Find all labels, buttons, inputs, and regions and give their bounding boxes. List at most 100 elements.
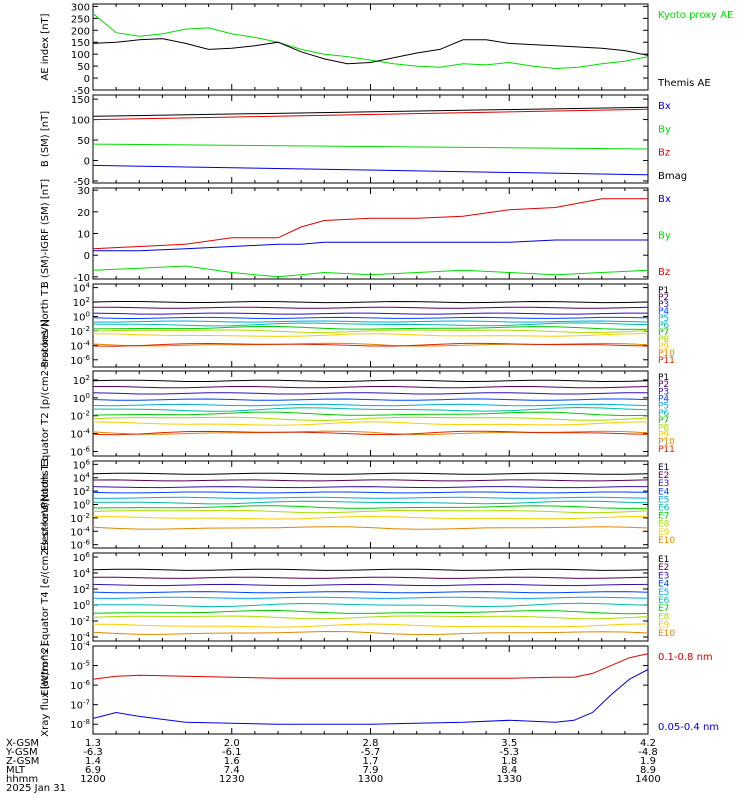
legend-entry: 0.1-0.8 nm <box>658 652 713 663</box>
series-line-E10 <box>92 526 649 530</box>
series-line-P3 <box>92 392 649 395</box>
series-line-P4 <box>92 316 649 320</box>
legend-entry: P2 <box>658 380 669 390</box>
footer-row-label: 2025 Jan 31 <box>6 783 66 794</box>
y-tick-label: -10 <box>74 273 90 284</box>
y-tick-label: 102 <box>73 583 90 596</box>
series-line-P4 <box>92 398 649 401</box>
footer-value-x_gsm: 3.5 <box>501 738 517 749</box>
legend-entry: P3 <box>658 387 669 397</box>
legend-entry: E8 <box>658 612 670 622</box>
y-tick-label: 10-6 <box>70 446 90 459</box>
series-line-E7 <box>92 505 649 509</box>
footer-value-x_gsm: 1.3 <box>85 738 101 749</box>
legend-entry: E1 <box>658 463 669 473</box>
legend-entry: E1 <box>658 555 669 565</box>
series-line-Bx <box>93 239 648 252</box>
legend-entry: E10 <box>658 629 675 639</box>
legend-entry: E10 <box>658 536 675 546</box>
series-line-P6 <box>93 406 649 412</box>
legend-entry: E6 <box>658 504 670 514</box>
footer-row-label: Z-GSM <box>6 756 39 767</box>
footer-value-mlt: 6.9 <box>85 765 101 776</box>
series-line-E8 <box>92 509 649 514</box>
legend-entry: Themis AE <box>657 78 711 89</box>
y-tick-label: 106 <box>73 458 91 471</box>
series-line-P9 <box>92 333 649 337</box>
y-tick-label: 10-2 <box>70 615 90 628</box>
y-tick-label: 100 <box>73 392 90 405</box>
panel-xray: 10-4 10-5 10-6 10-7 10-8 Xray flux [W/m^2] 0.1… <box>40 640 719 737</box>
legend-entry: E8 <box>658 520 670 530</box>
series-line-Bx <box>92 164 649 176</box>
y-axis-label: Electrons Equator T4 [e/(cm2-s-sr-keV)] <box>40 498 51 695</box>
footer-value-mlt: 7.9 <box>363 765 379 776</box>
footer-value-y_gsm: -6.3 <box>83 747 103 758</box>
y-tick-label: 10-4 <box>70 525 90 538</box>
series-line-E9 <box>92 515 649 520</box>
series-line-P7 <box>92 326 649 330</box>
y-tick-label: 10-5 <box>70 660 90 673</box>
footer-value-mlt: 8.9 <box>640 765 656 776</box>
series-line-E4 <box>92 591 649 594</box>
legend-entry: P7 <box>658 328 669 338</box>
y-tick-label: -50 <box>74 86 90 97</box>
y-tick-label: 10-6 <box>70 354 90 367</box>
legend-entry: P10 <box>658 438 675 448</box>
legend-entry: 0.05-0.4 nm <box>658 722 719 733</box>
footer-value-y_gsm: -5.3 <box>499 747 519 758</box>
footer-value-hhmm: 1300 <box>358 774 383 785</box>
legend-entry: P11 <box>658 445 675 455</box>
footer-value-z_gsm: 1.6 <box>224 756 240 767</box>
series-line-0.1-0.8-nm <box>92 653 649 680</box>
y-tick-label: -50 <box>74 177 90 188</box>
legend-entry: E7 <box>658 512 669 522</box>
series-line-E2 <box>92 479 649 482</box>
footer-value-z_gsm: 1.7 <box>363 756 379 767</box>
legend-entry: E3 <box>658 479 669 489</box>
series-line-E4 <box>92 491 649 494</box>
series-line-E5 <box>92 596 649 599</box>
legend-entry: P10 <box>658 349 675 359</box>
legend-entry: By <box>658 124 671 135</box>
y-tick-label: 10-4 <box>70 428 90 441</box>
footer-row-label: hhmm <box>6 774 38 785</box>
series-line-Bz <box>92 108 649 121</box>
y-tick-label: 102 <box>73 485 90 498</box>
legend-entry: E9 <box>658 621 670 631</box>
legend-entry: E5 <box>658 588 669 598</box>
y-tick-label: 20 <box>77 208 90 219</box>
series-line-By <box>92 265 649 278</box>
footer-value-z_gsm: 1.4 <box>85 756 101 767</box>
y-tick-label: 10-8 <box>70 718 90 731</box>
panel-frame <box>92 187 649 280</box>
series-line-P2 <box>93 386 649 389</box>
series-line-E8 <box>92 615 649 620</box>
y-tick-label: 200 <box>71 26 90 37</box>
series-line-P8 <box>92 416 649 422</box>
series-line-E10 <box>92 630 649 636</box>
footer-value-mlt: 8.4 <box>501 765 517 776</box>
y-tick-label: 0 <box>84 74 90 85</box>
y-tick-label: 10-6 <box>70 539 90 552</box>
legend-entry: P3 <box>658 300 669 310</box>
legend-entry: E7 <box>658 604 669 614</box>
y-tick-label: 10-4 <box>70 640 90 653</box>
series-line-P1 <box>92 379 649 383</box>
series-line-P7 <box>92 411 649 417</box>
y-tick-label: 106 <box>73 551 91 564</box>
y-tick-label: 102 <box>73 374 90 387</box>
y-tick-label: 10-2 <box>70 410 90 423</box>
series-line-P11 <box>92 430 649 436</box>
panel-b_igrf: 30 20 10 0 -10 B (SM)-IGRF (SM) [nT] Bx By Bz <box>40 179 671 288</box>
legend-entry: E2 <box>658 563 669 573</box>
y-tick-label: 104 <box>73 567 91 580</box>
series-line-By <box>92 143 649 150</box>
legend-entry: P6 <box>658 409 669 419</box>
y-tick-label: 50 <box>77 62 90 73</box>
